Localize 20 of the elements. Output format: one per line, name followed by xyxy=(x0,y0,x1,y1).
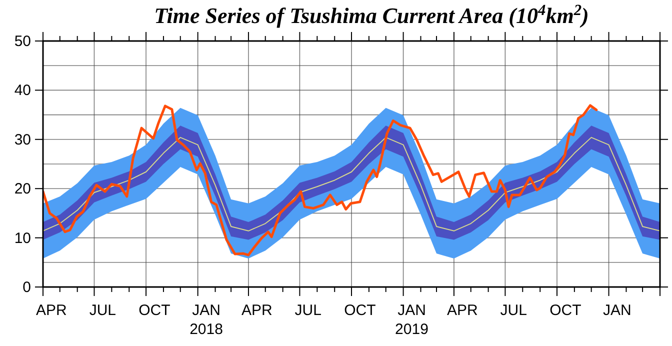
x-tick-label: JAN xyxy=(603,302,632,319)
x-tick-label: OCT xyxy=(550,302,582,319)
x-tick-label: APR xyxy=(242,302,273,319)
chart-title: Time Series of Tsushima Current Area (10$^{4}$km$^{2}$) xyxy=(154,2,589,28)
y-tick-label: 50 xyxy=(14,33,31,50)
y-tick-label: 30 xyxy=(14,131,31,148)
line-series xyxy=(43,136,660,232)
x-tick-label: APR xyxy=(36,302,68,319)
x-tick-label: JAN 2018 xyxy=(190,302,223,338)
x-tick-label: JAN 2019 xyxy=(395,302,428,338)
x-tick-label: APR xyxy=(446,302,478,319)
x-tick-label: OCT xyxy=(138,302,170,319)
x-tick-label: JUL xyxy=(89,302,116,319)
y-tick-label: 40 xyxy=(14,82,31,100)
y-tick-label: 20 xyxy=(14,180,31,198)
x-tick-label: JUL xyxy=(500,302,527,319)
y-tick-label: 0 xyxy=(22,279,31,296)
x-tick-label: OCT xyxy=(344,302,376,319)
y-tick-label: 10 xyxy=(14,230,31,247)
x-tick-label: JUL xyxy=(294,302,322,319)
